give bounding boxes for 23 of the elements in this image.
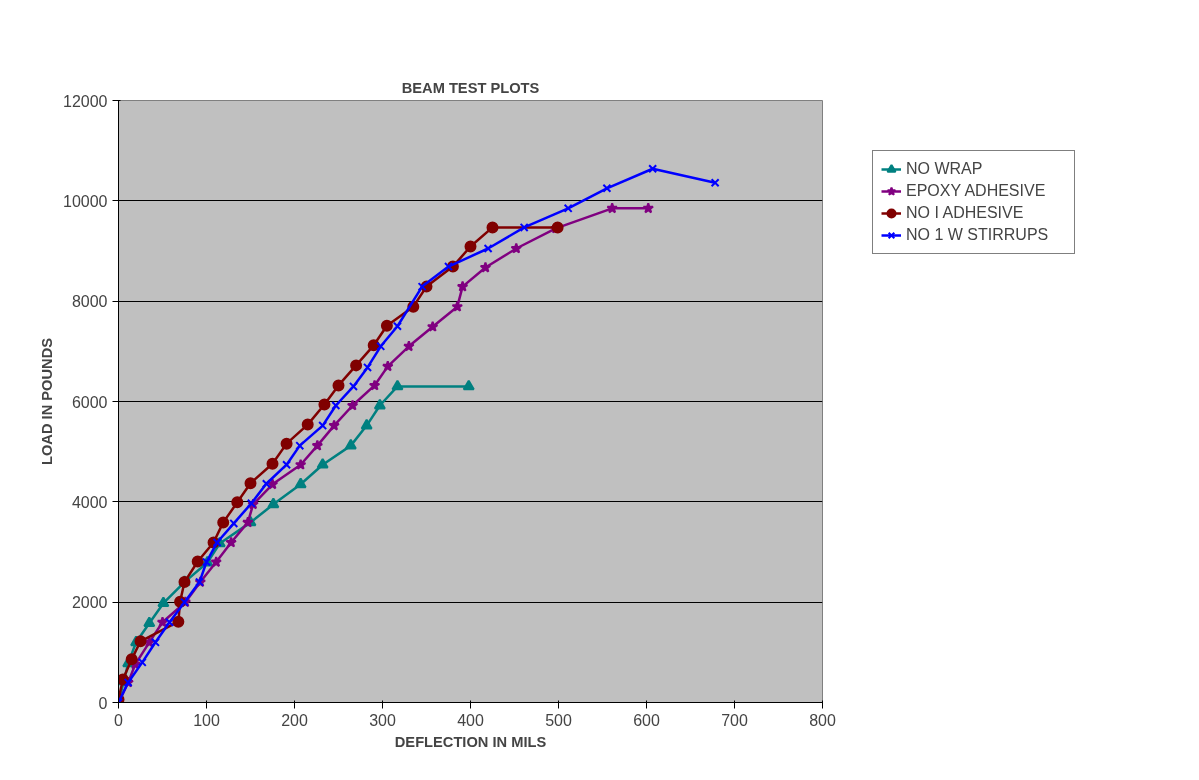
y-tick-label: 10000 <box>63 192 108 210</box>
chart-title: BEAM TEST PLOTS <box>401 79 540 96</box>
x-axis-title: DEFLECTION IN MILS <box>394 733 547 750</box>
y-tick-label: 0 <box>98 694 108 712</box>
x-tick-label: 300 <box>369 711 396 729</box>
x-tick-label: 700 <box>721 711 748 729</box>
x-tick-label: 600 <box>633 711 660 729</box>
y-tick-label: 12000 <box>63 92 108 110</box>
legend-label: NO I ADHESIVE <box>906 204 1025 222</box>
legend-label: NO WRAP <box>906 160 984 178</box>
y-tick-label: 2000 <box>71 594 108 612</box>
x-tick-label: 800 <box>809 711 836 729</box>
x-tick-label: 500 <box>545 711 572 729</box>
x-tick-label: 0 <box>114 711 124 729</box>
legend-label: EPOXY ADHESIVE <box>906 182 1047 200</box>
legend-label: NO 1 W STIRRUPS <box>906 226 1050 244</box>
x-tick-label: 200 <box>281 711 308 729</box>
x-tick-label: 400 <box>457 711 484 729</box>
y-tick-label: 8000 <box>71 293 108 311</box>
x-tick-label: 100 <box>193 711 220 729</box>
y-axis-title: LOAD IN POUNDS <box>39 337 56 466</box>
y-tick-label: 4000 <box>71 493 108 511</box>
y-tick-label: 6000 <box>71 393 108 411</box>
